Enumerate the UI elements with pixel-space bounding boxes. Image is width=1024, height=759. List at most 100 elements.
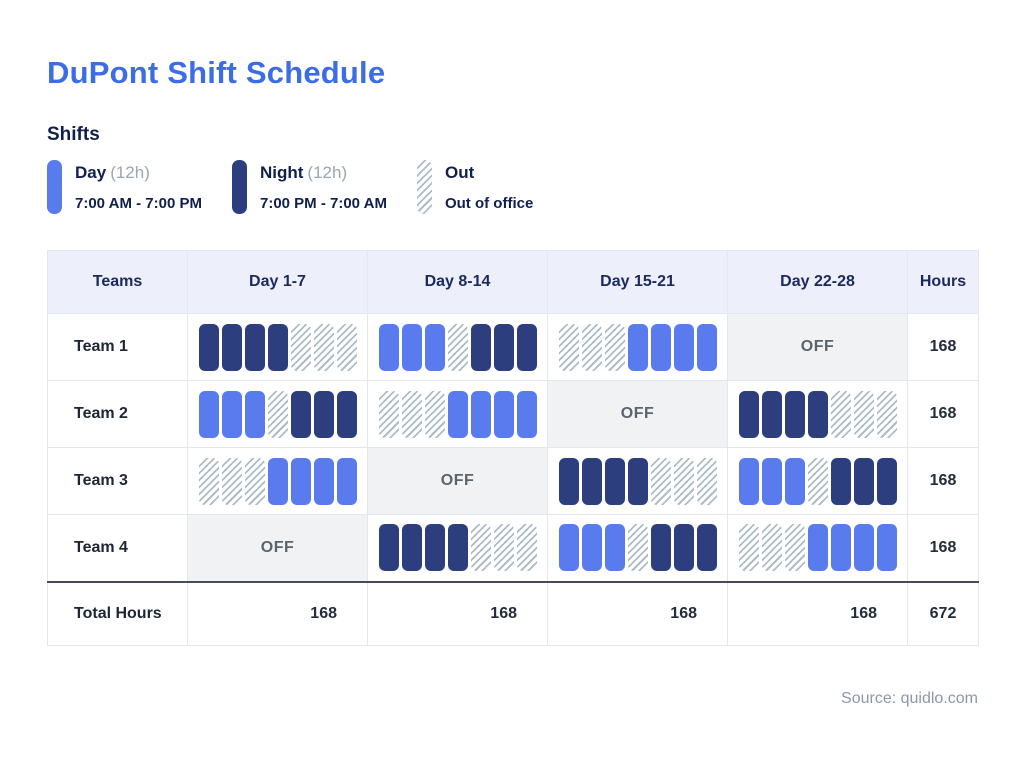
night-shift-pill [516,323,537,371]
out-shift-pill [876,390,897,438]
night-shift-pill [313,390,334,438]
out-shift-swatch [416,160,432,214]
team-hours: 168 [907,447,979,515]
shift-pattern-cell [367,380,548,448]
day-shift-pill [876,524,897,572]
day-shift-pill [673,323,694,371]
shift-pills [368,323,547,371]
night-shift-pill [696,524,717,572]
off-cell: OFF [547,380,728,448]
legend-item-day: Day (12h) 7:00 AM - 7:00 PM [47,160,202,214]
legend-item-out: Out Out of office [416,160,533,214]
legend-heading: Shifts [47,124,100,145]
legend-label-text: Out [444,163,475,182]
night-shift-pill [378,524,399,572]
shift-pattern-cell [727,514,908,582]
out-shift-pill [696,457,717,505]
shift-pills [188,457,367,505]
out-shift-pill [650,457,671,505]
day-shift-pill [830,524,851,572]
legend-label-day: Day (12h) [75,163,202,183]
off-cell: OFF [727,313,908,381]
column-header-day-1-7: Day 1-7 [187,250,368,314]
legend-label-out: Out [445,163,533,183]
out-shift-pill [336,323,357,371]
shift-pills [548,457,727,505]
legend-text-night: Night (12h) 7:00 PM - 7:00 AM [260,160,387,214]
out-shift-pill [604,323,625,371]
day-shift-pill [807,524,828,572]
day-shift-pill [784,457,805,505]
night-shift-pill [650,524,671,572]
night-shift-pill [447,524,468,572]
out-shift-pill [401,390,422,438]
legend-duration: (12h) [307,163,348,182]
out-shift-pill [853,390,874,438]
legend-time-night: 7:00 PM - 7:00 AM [259,195,387,212]
night-shift-pill [830,457,851,505]
table-row: Team 1 OFF 168 [47,313,979,381]
column-header-day-15-21: Day 15-21 [547,250,728,314]
night-shift-pill [470,323,491,371]
night-shift-pill [336,390,357,438]
out-shift-pill [558,323,579,371]
out-shift-pill [290,323,311,371]
out-shift-pill [198,457,219,505]
day-shift-pill [267,457,288,505]
shift-pattern-cell [547,447,728,515]
day-shift-pill [738,457,759,505]
shift-pattern-cell [367,313,548,381]
night-shift-pill [853,457,874,505]
team-label: Team 1 [47,313,188,381]
day-shift-pill [401,323,422,371]
legend-item-night: Night (12h) 7:00 PM - 7:00 AM [231,160,387,214]
day-shift-pill [198,390,219,438]
team-label: Team 4 [47,514,188,582]
night-shift-pill [290,390,311,438]
out-shift-pill [470,524,491,572]
page-title: DuPont Shift Schedule [47,55,386,90]
out-shift-pill [267,390,288,438]
shift-pills [188,323,367,371]
day-shift-pill [516,390,537,438]
legend-text-out: Out Out of office [445,160,533,214]
off-cell: OFF [187,514,368,582]
out-shift-pill [221,457,242,505]
night-shift-pill [493,323,514,371]
table-row: Team 4 OFF 168 [47,514,979,582]
shift-pattern-cell [547,313,728,381]
night-shift-pill [784,390,805,438]
day-shift-pill [244,390,265,438]
out-shift-pill [244,457,265,505]
day-shift-pill [581,524,602,572]
shift-pills [728,457,907,505]
out-shift-pill [447,323,468,371]
out-shift-pill [516,524,537,572]
table-row: Team 2 OFF 168 [47,380,979,448]
legend-time-out: Out of office [444,195,534,212]
legend-time-day: 7:00 AM - 7:00 PM [75,195,202,212]
night-shift-pill [221,323,242,371]
day-shift-pill [378,323,399,371]
shift-pills [728,390,907,438]
column-header-day-8-14: Day 8-14 [367,250,548,314]
shift-pattern-cell [187,313,368,381]
night-shift-pill [807,390,828,438]
shift-pattern-cell [187,380,368,448]
team-hours: 168 [907,313,979,381]
grand-total-hours: 672 [907,580,979,646]
shift-pattern-cell [727,380,908,448]
night-shift-pill [244,323,265,371]
out-shift-pill [807,457,828,505]
out-shift-pill [313,323,334,371]
day-shift-pill [604,524,625,572]
night-shift-pill [424,524,445,572]
shift-legend: Day (12h) 7:00 AM - 7:00 PM Night (12h) 7:… [47,160,978,214]
out-shift-pill [378,390,399,438]
day-shift-pill [853,524,874,572]
out-shift-pill [673,457,694,505]
table-header-row: Teams Day 1-7 Day 8-14 Day 15-21 Day 22-28 Ho… [47,250,979,314]
out-shift-pill [784,524,805,572]
out-shift-pill [581,323,602,371]
day-shift-pill [447,390,468,438]
